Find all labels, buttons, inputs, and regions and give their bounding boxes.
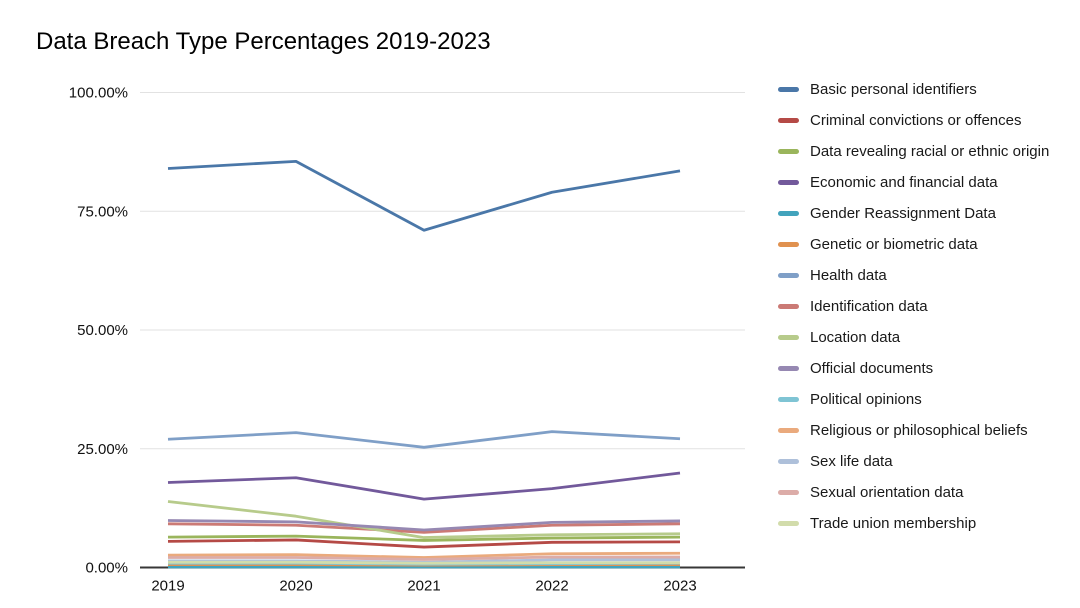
legend-item[interactable]: Political opinions — [778, 390, 1068, 409]
legend-item[interactable]: Economic and financial data — [778, 173, 1068, 192]
legend-swatch-icon — [778, 211, 799, 216]
legend-label: Economic and financial data — [810, 174, 998, 191]
legend-swatch-icon — [778, 118, 799, 123]
legend-swatch-icon — [778, 490, 799, 495]
legend-swatch-icon — [778, 366, 799, 371]
legend-swatch-icon — [778, 242, 799, 247]
y-axis-tick-label: 25.00% — [77, 441, 128, 458]
legend-swatch-icon — [778, 335, 799, 340]
legend-item[interactable]: Sex life data — [778, 452, 1068, 471]
legend-label: Sexual orientation data — [810, 484, 964, 501]
legend-item[interactable]: Religious or philosophical beliefs — [778, 421, 1068, 440]
legend-item[interactable]: Identification data — [778, 297, 1068, 316]
x-axis-tick-label: 2021 — [407, 578, 440, 595]
series-line — [167, 534, 681, 542]
legend-label: Identification data — [810, 298, 928, 315]
legend-item[interactable]: Official documents — [778, 359, 1068, 378]
series-line — [167, 500, 681, 539]
x-axis-tick-label: 2022 — [535, 578, 568, 595]
chart-title: Data Breach Type Percentages 2019-2023 — [36, 28, 491, 55]
legend-label: Trade union membership — [810, 515, 977, 532]
chart-legend: Basic personal identifiers Criminal convi… — [778, 80, 1068, 545]
x-axis-tick-label: 2019 — [151, 578, 184, 595]
legend-label: Political opinions — [810, 391, 922, 408]
series-line — [167, 522, 681, 534]
legend-swatch-icon — [778, 273, 799, 278]
y-axis-tick-label: 0.00% — [85, 560, 128, 577]
legend-item[interactable]: Genetic or biometric data — [778, 235, 1068, 254]
series-line — [168, 555, 680, 561]
y-axis-tick-label: 75.00% — [77, 203, 128, 220]
legend-item[interactable]: Sexual orientation data — [778, 483, 1068, 502]
legend-label: Basic personal identifiers — [810, 81, 977, 98]
legend-swatch-icon — [778, 459, 799, 464]
legend-label: Health data — [810, 267, 887, 284]
legend-swatch-icon — [778, 521, 799, 526]
series-line — [167, 430, 681, 449]
series-line — [167, 551, 681, 559]
x-axis-tick-label: 2023 — [663, 578, 696, 595]
legend-item[interactable]: Data revealing racial or ethnic origin — [778, 142, 1068, 161]
legend-item[interactable]: Basic personal identifiers — [778, 80, 1068, 99]
series-line — [167, 538, 681, 549]
legend-label: Genetic or biometric data — [810, 236, 978, 253]
legend-swatch-icon — [778, 149, 799, 154]
legend-swatch-icon — [778, 397, 799, 402]
y-axis-tick-label: 100.00% — [69, 85, 128, 102]
legend-label: Official documents — [810, 360, 934, 377]
legend-label: Location data — [810, 329, 901, 346]
legend-label: Data revealing racial or ethnic origin — [810, 143, 1050, 160]
legend-label: Criminal convictions or offences — [810, 112, 1022, 129]
legend-swatch-icon — [778, 304, 799, 309]
legend-item[interactable]: Criminal convictions or offences — [778, 111, 1068, 130]
legend-swatch-icon — [778, 428, 799, 433]
legend-swatch-icon — [778, 180, 799, 185]
legend-label: Sex life data — [810, 453, 893, 470]
legend-item[interactable]: Location data — [778, 328, 1068, 347]
x-axis-tick-label: 2020 — [279, 578, 312, 595]
legend-label: Gender Reassignment Data — [810, 205, 996, 222]
series-line — [167, 471, 681, 501]
legend-item[interactable]: Gender Reassignment Data — [778, 204, 1068, 223]
legend-item[interactable]: Trade union membership — [778, 514, 1068, 533]
legend-label: Religious or philosophical beliefs — [810, 422, 1028, 439]
y-axis-tick-label: 50.00% — [77, 322, 128, 339]
series-line — [167, 519, 681, 532]
legend-swatch-icon — [778, 87, 799, 92]
series-line — [167, 159, 681, 232]
series-line — [168, 560, 680, 565]
legend-item[interactable]: Health data — [778, 266, 1068, 285]
